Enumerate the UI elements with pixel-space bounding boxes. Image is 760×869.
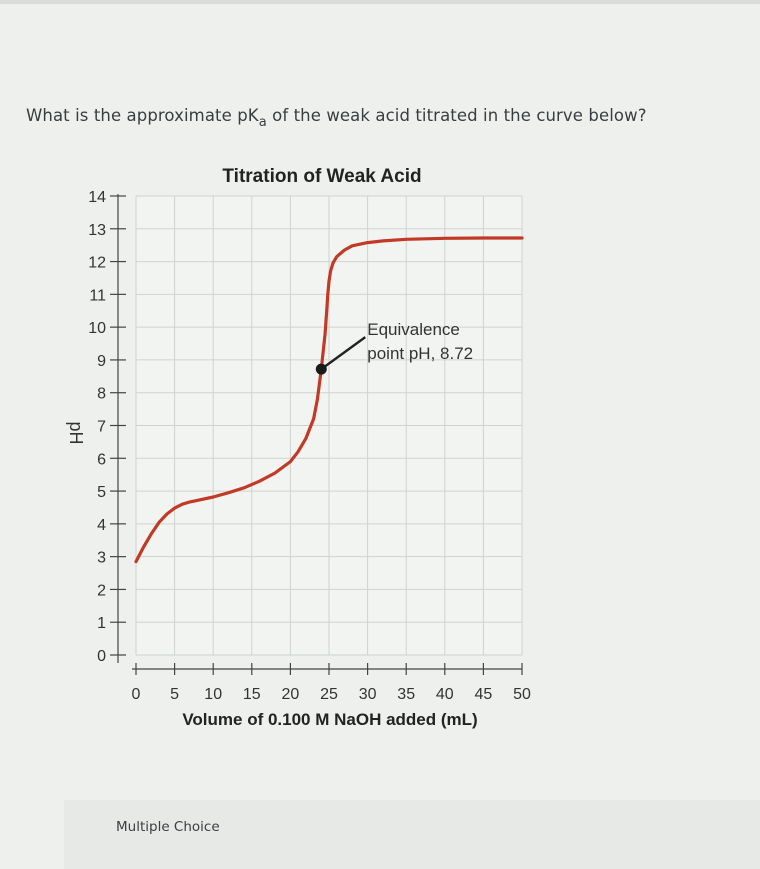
question-text-before: What is the approximate pK xyxy=(26,106,259,125)
x-tick-label: 25 xyxy=(320,686,338,703)
y-tick-label: 3 xyxy=(97,550,106,567)
x-tick-label: 30 xyxy=(359,686,377,703)
y-tick-label: 11 xyxy=(89,287,106,304)
y-axis-label: pH xyxy=(66,421,86,444)
y-tick-label: 12 xyxy=(88,255,106,272)
x-tick-label: 15 xyxy=(243,686,261,703)
y-tick-label: 14 xyxy=(88,189,106,206)
series-group xyxy=(134,236,524,564)
x-tick-label: 50 xyxy=(513,686,531,703)
x-tick-label: 45 xyxy=(475,686,493,703)
question-text-after: of the weak acid titrated in the curve b… xyxy=(266,106,647,125)
y-tick-label: 0 xyxy=(97,648,106,665)
y-tick-label: 10 xyxy=(88,320,106,337)
x-tick-label: 5 xyxy=(170,686,179,703)
x-tick-label: 35 xyxy=(397,686,415,703)
grid-lines xyxy=(135,195,523,656)
x-tick-label: 0 xyxy=(132,686,141,703)
axes xyxy=(117,194,522,670)
multiple-choice-panel xyxy=(64,800,760,869)
equivalence-point-marker xyxy=(315,363,327,375)
y-tick-label: 7 xyxy=(97,419,106,436)
x-axis-label: Volume of 0.100 M NaOH added (mL) xyxy=(182,710,477,729)
top-divider xyxy=(0,0,760,4)
y-tick-label: 1 xyxy=(97,615,106,632)
titration-chart: 0 1 2 3 4 5 6 7 8 9 10 11 12 13 14 0 5 10 15 20 25 30 35 40 45 50… xyxy=(0,150,760,750)
annotation-line1: Equivalence xyxy=(367,320,460,339)
annotation-line2: point pH, 8.72 xyxy=(367,344,473,363)
y-tick-label: 4 xyxy=(97,517,106,534)
y-tick-label: 2 xyxy=(97,582,106,599)
titration-curve xyxy=(134,236,524,564)
y-tick-label: 8 xyxy=(97,386,106,403)
question-subscript: a xyxy=(258,115,267,130)
y-tick-label: 5 xyxy=(97,484,106,501)
chart-title: Titration of Weak Acid xyxy=(222,166,421,187)
y-tick-label: 13 xyxy=(88,222,106,239)
question-text: What is the approximate pKa of the weak … xyxy=(26,106,746,130)
annotation-group: Equivalence point pH, 8.72 xyxy=(315,320,473,375)
multiple-choice-label: Multiple Choice xyxy=(116,819,220,835)
y-tick-label: 6 xyxy=(97,451,106,468)
x-tick-label: 20 xyxy=(282,686,300,703)
x-tick-label: 40 xyxy=(436,686,454,703)
annotation-leader-line xyxy=(320,336,366,371)
tick-marks xyxy=(110,195,523,675)
y-tick-label: 9 xyxy=(97,353,106,370)
x-tick-label: 10 xyxy=(204,686,222,703)
